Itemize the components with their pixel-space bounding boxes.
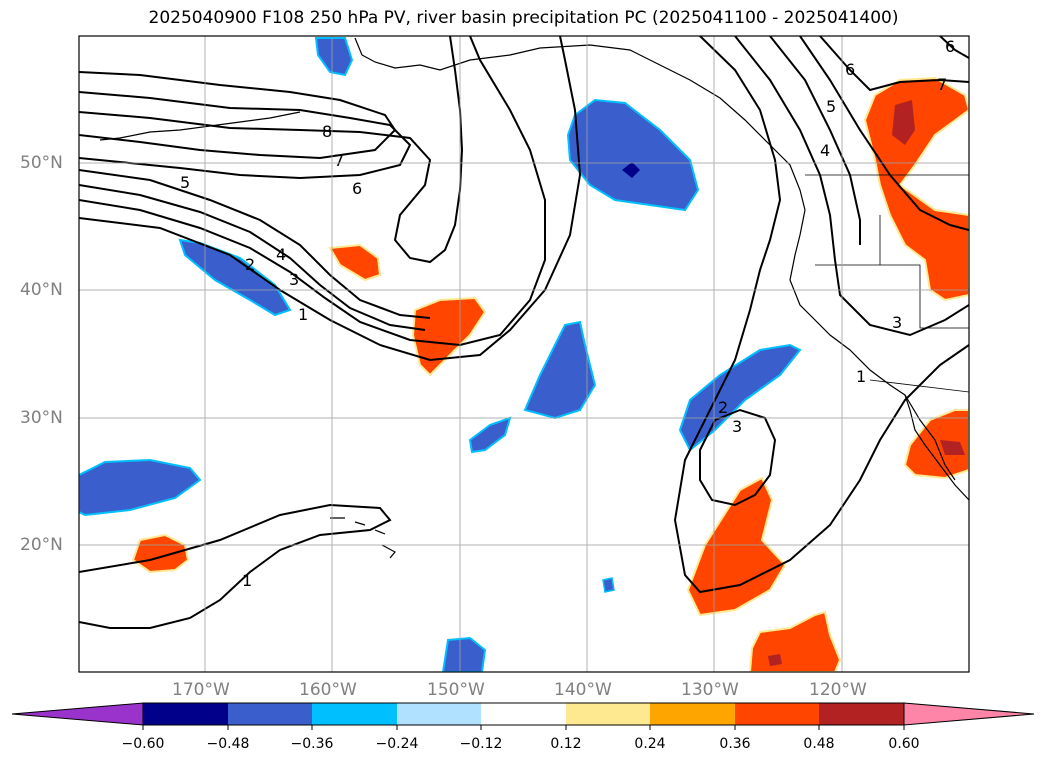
contour-label: 7 — [937, 75, 947, 94]
contour-label: 6 — [352, 179, 362, 198]
lat-label-20n: 20°N — [20, 535, 63, 555]
coast-west-us — [789, 209, 969, 501]
colorbar-cell — [650, 703, 735, 725]
colorbar-tick-label: −0.24 — [375, 736, 419, 752]
contour-label: 2 — [718, 398, 728, 417]
colorbar-cell — [481, 703, 566, 725]
coast-baja — [904, 394, 956, 481]
neg-blob-alaska-peninsula — [314, 37, 354, 77]
neg-blob-east-pacific — [678, 343, 802, 452]
colorbar-cell — [819, 703, 904, 725]
neg-blob-tiny — [602, 577, 615, 593]
pv-contours — [79, 36, 969, 629]
neg-blob-central-pacific — [523, 320, 597, 420]
contour-label: 5 — [180, 173, 190, 192]
lon-label-130w: 130°W — [681, 680, 739, 700]
colorbar-tick-label: 0.60 — [888, 736, 920, 752]
contour-label: 1 — [242, 571, 252, 590]
pos-core-pacific-northwest — [892, 100, 915, 145]
contour-label: 2 — [245, 255, 255, 274]
contour-label: 1 — [856, 367, 866, 386]
colorbar-extend-high — [903, 702, 1035, 726]
colorbar-cell — [566, 703, 650, 725]
colorbar-cell — [312, 703, 397, 725]
neg-core-gulf-alaska — [622, 162, 640, 178]
colorbar-tick-label: −0.60 — [121, 736, 165, 752]
colorbar-tick-label: −0.48 — [206, 736, 250, 752]
contour-label: 3 — [892, 313, 902, 332]
positive-precip-areas — [131, 76, 969, 672]
contour-label: 4 — [276, 245, 286, 264]
graticule — [79, 36, 969, 672]
lon-label-160w: 160°W — [299, 680, 357, 700]
colorbar-cell — [228, 703, 312, 725]
contour-label: 3 — [289, 270, 299, 289]
lat-label-30n: 30°N — [20, 408, 63, 428]
lat-label-40n: 40°N — [20, 280, 63, 300]
neg-blob-west-pacific — [79, 458, 202, 517]
contour-label: 6 — [845, 60, 855, 79]
pos-blob-subtropical — [686, 476, 787, 617]
colorbar-extend-low — [11, 702, 144, 726]
lat-label-50n: 50°N — [20, 153, 63, 173]
lon-label-150w: 150°W — [427, 680, 485, 700]
negative-precip-areas — [79, 37, 802, 672]
colorbar-cell — [735, 703, 819, 725]
contour-label: 1 — [298, 305, 308, 324]
contour-label: 6 — [945, 37, 955, 56]
colorbar-cell — [397, 703, 481, 725]
contour-labels: 8 7 6 5 4 3 2 1 6 7 5 4 3 1 2 3 1 6 — [180, 37, 955, 590]
contour-label: 3 — [732, 417, 742, 436]
neg-blob-hawaii-south — [441, 636, 487, 672]
contour-label: 8 — [322, 122, 332, 141]
coast-aleutians — [99, 111, 301, 141]
colorbar-tick-label: −0.12 — [459, 736, 503, 752]
map-title: 2025040900 F108 250 hPa PV, river basin … — [148, 8, 899, 28]
lon-label-170w: 170°W — [172, 680, 230, 700]
colorbar-tick-label: 0.12 — [550, 736, 582, 752]
colorbar — [11, 702, 1035, 730]
pos-core-baja — [940, 440, 965, 455]
pos-blob-north-small — [328, 243, 382, 282]
pos-blob-pacific-northwest — [863, 76, 969, 302]
neg-blob-small-pacific — [468, 416, 512, 454]
pos-core-south — [768, 654, 782, 666]
lon-label-140w: 140°W — [554, 680, 612, 700]
lon-label-120w: 120°W — [809, 680, 867, 700]
colorbar-tick-label: 0.24 — [634, 736, 666, 752]
colorbar-tick-label: 0.36 — [719, 736, 751, 752]
colorbar-tick-label: 0.48 — [803, 736, 835, 752]
coast-hawaii — [330, 517, 396, 559]
map-background — [79, 36, 969, 672]
colorbar-cell — [143, 703, 228, 725]
map-frame — [78, 35, 970, 673]
contour-label: 5 — [826, 97, 836, 116]
neg-blob-gulf-alaska — [566, 98, 700, 212]
contour-label: 4 — [820, 141, 830, 160]
contour-label: 7 — [334, 151, 344, 170]
colorbar-tick-label: −0.36 — [290, 736, 334, 752]
